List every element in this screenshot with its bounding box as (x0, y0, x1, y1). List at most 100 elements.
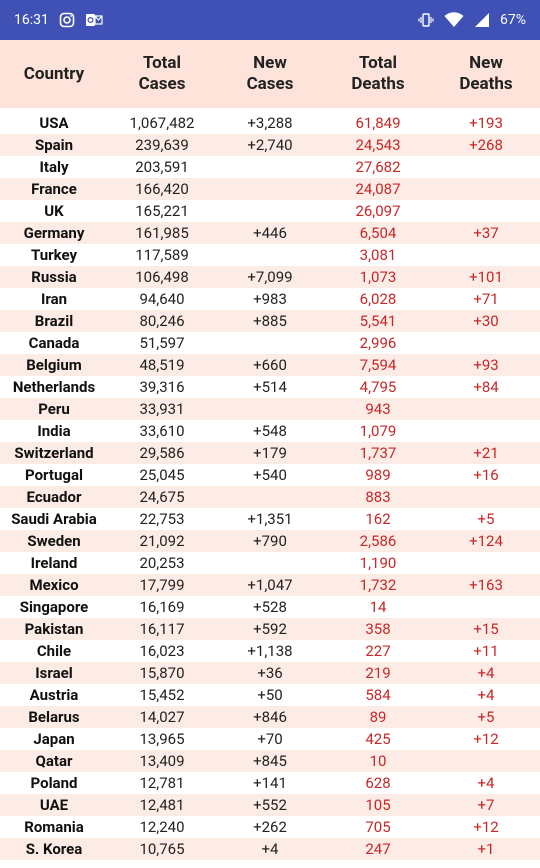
table-row[interactable]: Mexico 17,799 +1,047 1,732 +163 (0, 574, 540, 596)
signal-icon (474, 12, 490, 28)
new-deaths-cell: +124 (469, 532, 503, 550)
table-row[interactable]: Chile 16,023 +1,138 227 +11 (0, 640, 540, 662)
table-row[interactable]: Israel 15,870 +36 219 +4 (0, 662, 540, 684)
country-cell: Peru (38, 400, 70, 418)
header-total-deaths[interactable]: Total Deaths (324, 53, 432, 95)
header-total-cases-label: Total Cases (138, 53, 186, 94)
table-row[interactable]: Italy 203,591 27,682 (0, 156, 540, 178)
total-cases-cell: 14,027 (139, 708, 185, 726)
total-deaths-cell: 2,586 (359, 532, 397, 550)
header-new-deaths[interactable]: New Deaths (432, 53, 540, 95)
table-row[interactable]: Germany 161,985 +446 6,504 +37 (0, 222, 540, 244)
table-row[interactable]: Pakistan 16,117 +592 358 +15 (0, 618, 540, 640)
table-row[interactable]: Portugal 25,045 +540 989 +16 (0, 464, 540, 486)
total-deaths-cell: 219 (365, 664, 391, 682)
header-total-cases[interactable]: Total Cases (108, 53, 216, 95)
total-cases-cell: 10,765 (139, 840, 185, 858)
new-deaths-cell: +84 (473, 378, 499, 396)
country-cell: Italy (39, 158, 69, 176)
table-row[interactable]: Qatar 13,409 +845 10 (0, 750, 540, 772)
country-cell: Pakistan (24, 620, 84, 638)
table-row[interactable]: India 33,610 +548 1,079 (0, 420, 540, 442)
total-deaths-cell: 89 (369, 708, 387, 726)
total-deaths-cell: 989 (365, 466, 391, 484)
table-row[interactable]: Brazil 80,246 +885 5,541 +30 (0, 310, 540, 332)
new-cases-cell: +1,351 (247, 510, 293, 528)
total-cases-cell: 80,246 (139, 312, 185, 330)
country-cell: Ireland (30, 554, 78, 572)
table-row[interactable]: UK 165,221 26,097 (0, 200, 540, 222)
total-deaths-cell: 1,737 (359, 444, 397, 462)
country-cell: UAE (39, 796, 69, 814)
total-deaths-cell: 5,541 (359, 312, 397, 330)
new-deaths-cell: +5 (477, 708, 495, 726)
table-row[interactable]: Canada 51,597 2,996 (0, 332, 540, 354)
table-row[interactable]: Peru 33,931 943 (0, 398, 540, 420)
total-cases-cell: 12,781 (139, 774, 185, 792)
table-row[interactable]: France 166,420 24,087 (0, 178, 540, 200)
country-cell: Canada (28, 334, 80, 352)
table-row[interactable]: USA 1,067,482 +3,288 61,849 +193 (0, 112, 540, 134)
table-row[interactable]: Japan 13,965 +70 425 +12 (0, 728, 540, 750)
table-row[interactable]: Belarus 14,027 +846 89 +5 (0, 706, 540, 728)
total-deaths-cell: 358 (365, 620, 391, 638)
table-row[interactable]: Russia 106,498 +7,099 1,073 +101 (0, 266, 540, 288)
table-row[interactable]: Saudi Arabia 22,753 +1,351 162 +5 (0, 508, 540, 530)
new-cases-cell: +1,047 (247, 576, 293, 594)
table-row[interactable]: S. Korea 10,765 +4 247 +1 (0, 838, 540, 860)
country-cell: Singapore (19, 598, 89, 616)
total-cases-cell: 39,316 (139, 378, 185, 396)
total-cases-cell: 29,586 (139, 444, 185, 462)
total-cases-cell: 21,092 (139, 532, 185, 550)
total-deaths-cell: 162 (365, 510, 391, 528)
country-cell: Saudi Arabia (11, 510, 97, 528)
total-deaths-cell: 425 (365, 730, 391, 748)
new-deaths-cell: +193 (469, 114, 503, 132)
table-row[interactable]: Spain 239,639 +2,740 24,543 +268 (0, 134, 540, 156)
table-row[interactable]: Belgium 48,519 +660 7,594 +93 (0, 354, 540, 376)
table-row[interactable]: Iran 94,640 +983 6,028 +71 (0, 288, 540, 310)
new-deaths-cell: +93 (473, 356, 499, 374)
new-cases-cell: +790 (253, 532, 287, 550)
total-deaths-cell: 7,594 (359, 356, 397, 374)
battery-text: 67% (500, 12, 526, 28)
table-row[interactable]: Romania 12,240 +262 705 +12 (0, 816, 540, 838)
table-row[interactable]: Netherlands 39,316 +514 4,795 +84 (0, 376, 540, 398)
country-cell: Poland (30, 774, 78, 792)
total-deaths-cell: 26,097 (355, 202, 401, 220)
country-cell: Japan (33, 730, 75, 748)
total-cases-cell: 22,753 (139, 510, 185, 528)
table-row[interactable]: Austria 15,452 +50 584 +4 (0, 684, 540, 706)
new-cases-cell: +141 (253, 774, 287, 792)
country-cell: USA (39, 114, 69, 132)
new-cases-cell: +845 (253, 752, 287, 770)
total-deaths-cell: 61,849 (355, 114, 401, 132)
total-cases-cell: 33,931 (139, 400, 185, 418)
new-deaths-cell: +12 (473, 730, 499, 748)
total-cases-cell: 94,640 (139, 290, 185, 308)
table-row[interactable]: Poland 12,781 +141 628 +4 (0, 772, 540, 794)
new-cases-cell: +3,288 (247, 114, 293, 132)
total-deaths-cell: 6,504 (359, 224, 397, 242)
table-row[interactable]: Switzerland 29,586 +179 1,737 +21 (0, 442, 540, 464)
total-deaths-cell: 943 (365, 400, 391, 418)
header-new-cases[interactable]: New Cases (216, 53, 324, 95)
table-row[interactable]: Turkey 117,589 3,081 (0, 244, 540, 266)
table-body[interactable]: USA 1,067,482 +3,288 61,849 +193 Spain 239,639… (0, 112, 540, 860)
table-row[interactable]: Sweden 21,092 +790 2,586 +124 (0, 530, 540, 552)
table-row[interactable]: Ireland 20,253 1,190 (0, 552, 540, 574)
new-deaths-cell: +7 (477, 796, 495, 814)
new-deaths-cell: +4 (477, 664, 495, 682)
new-deaths-cell: +101 (469, 268, 503, 286)
total-cases-cell: 16,169 (139, 598, 185, 616)
table-row[interactable]: UAE 12,481 +552 105 +7 (0, 794, 540, 816)
header-country[interactable]: Country (23, 63, 85, 84)
country-cell: Chile (36, 642, 72, 660)
country-cell: Romania (24, 818, 84, 836)
total-cases-cell: 48,519 (139, 356, 185, 374)
new-deaths-cell: +12 (473, 818, 499, 836)
table-row[interactable]: Ecuador 24,675 883 (0, 486, 540, 508)
table-row[interactable]: Singapore 16,169 +528 14 (0, 596, 540, 618)
total-cases-cell: 117,589 (135, 246, 189, 264)
total-deaths-cell: 1,732 (359, 576, 397, 594)
